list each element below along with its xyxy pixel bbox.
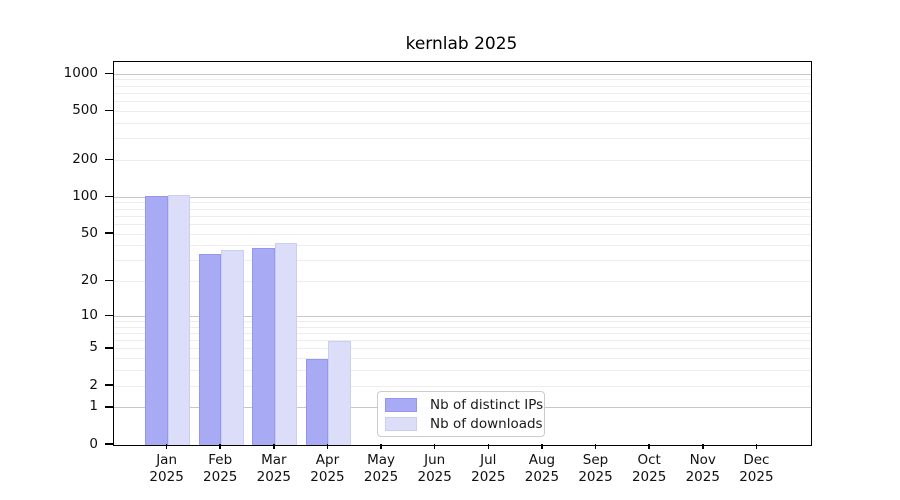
bar-downloads [275, 243, 298, 445]
minor-gridline [114, 209, 811, 210]
x-tick-mark [702, 444, 704, 449]
legend-label-downloads: Nb of downloads [430, 416, 543, 432]
y-tick-label: 1000 [38, 65, 98, 82]
y-tick-label: 0 [38, 436, 98, 453]
y-tick-label: 1 [38, 398, 98, 415]
minor-gridline [114, 93, 811, 94]
minor-gridline [114, 86, 811, 87]
y-tick-label: 2 [38, 377, 98, 394]
y-tick-mark [105, 315, 113, 317]
x-tick-mark [595, 444, 597, 449]
y-tick-mark [105, 384, 113, 386]
y-tick-mark [105, 232, 113, 234]
y-tick-mark [105, 159, 113, 161]
minor-gridline [114, 138, 811, 139]
y-tick-label: 10 [38, 307, 98, 324]
y-tick-mark [105, 73, 113, 75]
legend-swatch-distinct-ips [385, 398, 417, 412]
bar-distinct-ips [145, 196, 168, 445]
bar-distinct-ips [306, 359, 329, 445]
x-tick-mark [273, 444, 275, 449]
y-tick-label: 50 [38, 225, 98, 242]
bar-downloads [168, 195, 191, 445]
x-tick-mark [488, 444, 490, 449]
y-tick-label: 500 [38, 102, 98, 119]
bar-distinct-ips [252, 248, 275, 445]
legend-label-distinct-ips: Nb of distinct IPs [430, 397, 543, 413]
chart-title: kernlab 2025 [113, 34, 810, 58]
minor-gridline [114, 224, 811, 225]
x-tick-mark [327, 444, 329, 449]
minor-gridline [114, 216, 811, 217]
minor-gridline [114, 234, 811, 235]
y-tick-label: 5 [38, 339, 98, 356]
minor-gridline [114, 111, 811, 112]
legend-item-distinct-ips: Nb of distinct IPs [385, 397, 536, 412]
minor-gridline [114, 245, 811, 246]
x-tick-label: Dec 2025 [721, 452, 791, 486]
minor-gridline [114, 101, 811, 102]
major-gridline [114, 197, 811, 198]
bar-downloads [221, 250, 244, 445]
y-tick-label: 20 [38, 272, 98, 289]
x-tick-mark [380, 444, 382, 449]
x-tick-mark [219, 444, 221, 449]
legend-swatch-downloads [385, 417, 417, 431]
y-tick-mark [105, 280, 113, 282]
figure: kernlab 2025 Nb of distinct IPs Nb of do… [0, 0, 900, 500]
y-tick-mark [105, 196, 113, 198]
x-tick-mark [756, 444, 758, 449]
x-tick-mark [648, 444, 650, 449]
bar-downloads [328, 341, 351, 445]
y-tick-label: 100 [38, 188, 98, 205]
major-gridline [114, 74, 811, 75]
x-tick-mark [434, 444, 436, 449]
minor-gridline [114, 202, 811, 203]
y-tick-mark [105, 347, 113, 349]
x-tick-mark [541, 444, 543, 449]
plot-area: Nb of distinct IPs Nb of downloads [113, 61, 812, 446]
bar-distinct-ips [199, 254, 222, 445]
minor-gridline [114, 79, 811, 80]
y-tick-mark [105, 443, 113, 445]
minor-gridline [114, 123, 811, 124]
y-tick-label: 200 [38, 151, 98, 168]
legend-item-downloads: Nb of downloads [385, 416, 536, 431]
x-tick-mark [166, 444, 168, 449]
y-tick-mark [105, 406, 113, 408]
minor-gridline [114, 160, 811, 161]
y-tick-mark [105, 110, 113, 112]
legend: Nb of distinct IPs Nb of downloads [377, 391, 545, 437]
